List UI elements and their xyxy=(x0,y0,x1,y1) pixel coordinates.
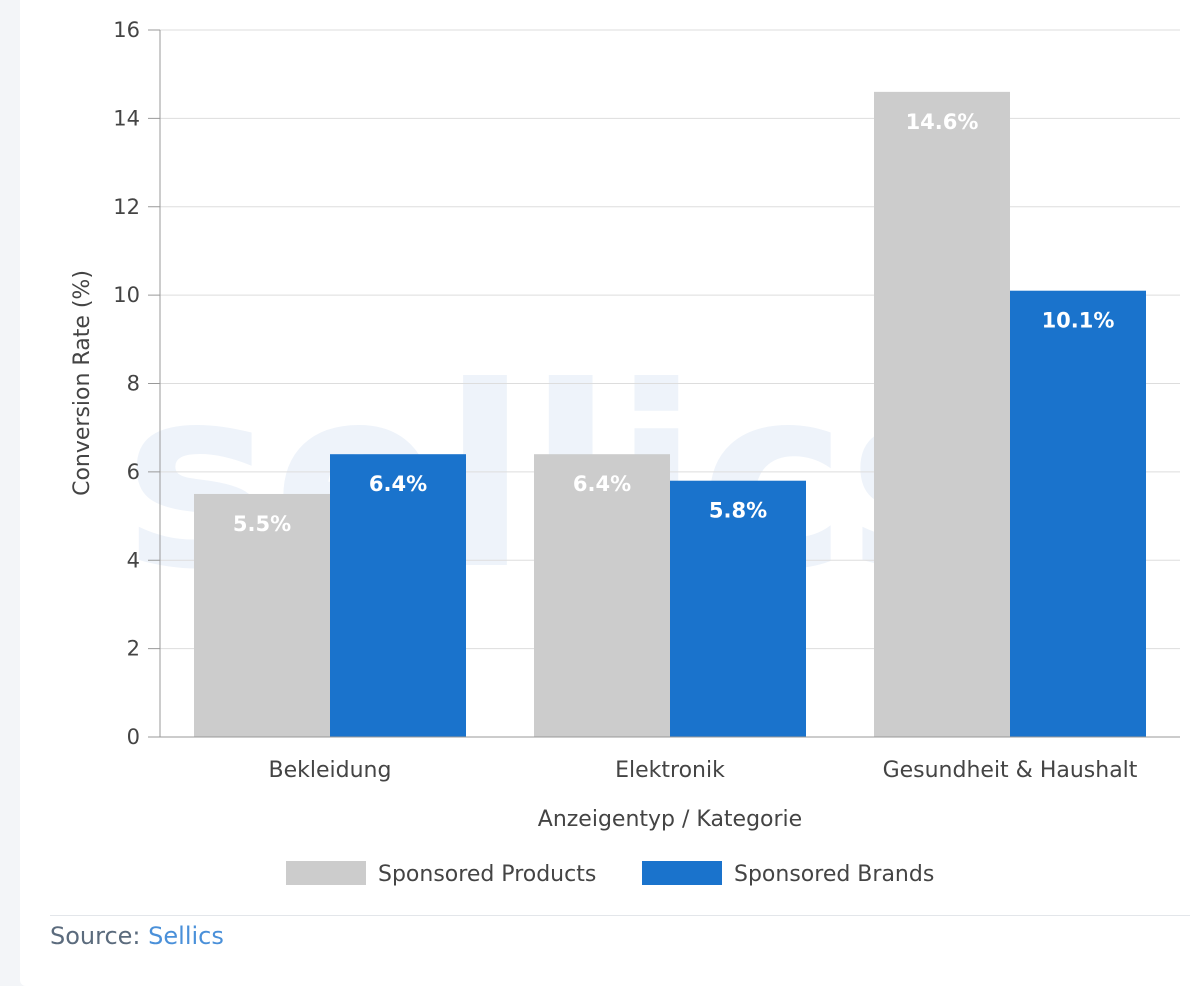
bar-sponsored-brands xyxy=(1010,290,1146,737)
source-link[interactable]: Sellics xyxy=(148,922,224,950)
y-axis-title: Conversion Rate (%) xyxy=(70,270,95,496)
bar-sponsored-products xyxy=(534,454,670,737)
data-label: 10.1% xyxy=(1042,309,1115,333)
y-tick-label: 8 xyxy=(127,372,140,396)
x-category-label: Gesundheit & Haushalt xyxy=(883,758,1138,783)
source-line: Source: Sellics xyxy=(50,922,224,950)
y-tick-label: 14 xyxy=(113,106,140,130)
source-divider xyxy=(50,915,1190,916)
y-tick-label: 6 xyxy=(127,460,140,484)
data-label: 5.5% xyxy=(233,512,291,536)
y-tick-label: 0 xyxy=(127,725,140,749)
bar-sponsored-products xyxy=(874,91,1010,738)
bar-sponsored-brands xyxy=(330,454,466,737)
x-axis-title: Anzeigentyp / Kategorie xyxy=(538,807,802,832)
legend-swatch-sponsored-brands xyxy=(642,861,722,885)
y-tick-label: 10 xyxy=(113,283,140,307)
source-prefix: Source: xyxy=(50,922,141,950)
data-label: 14.6% xyxy=(906,110,979,134)
legend-swatch-sponsored-products xyxy=(286,861,366,885)
x-category-label: Elektronik xyxy=(615,758,725,783)
y-tick-label: 4 xyxy=(127,548,140,572)
data-label: 6.4% xyxy=(369,472,427,496)
bar-sponsored-brands xyxy=(670,480,806,737)
bar-sponsored-products xyxy=(194,493,330,737)
data-label: 5.8% xyxy=(709,499,767,523)
y-tick-label: 16 xyxy=(113,18,140,42)
data-label: 6.4% xyxy=(573,472,631,496)
legend-label-sponsored-brands: Sponsored Brands xyxy=(734,862,934,887)
y-tick-label: 2 xyxy=(127,637,140,661)
y-tick-label: 12 xyxy=(113,195,140,219)
x-category-label: Bekleidung xyxy=(269,758,392,783)
legend-label-sponsored-products: Sponsored Products xyxy=(378,862,596,887)
